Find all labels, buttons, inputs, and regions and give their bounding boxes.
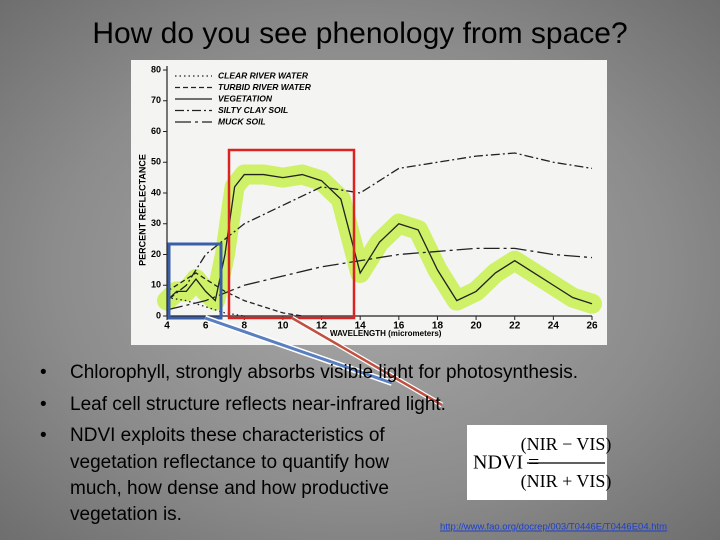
y-tick-label: 20 xyxy=(151,249,161,259)
x-tick-label: 26 xyxy=(586,321,598,332)
x-tick-label: 22 xyxy=(509,321,521,332)
x-tick-label: 12 xyxy=(316,321,328,332)
formula-denominator: (NIR + VIS) xyxy=(521,471,612,492)
y-tick-label: 50 xyxy=(151,157,161,167)
x-tick-label: 6 xyxy=(203,321,209,332)
y-tick-label: 70 xyxy=(151,95,161,105)
x-tick-label: 18 xyxy=(432,321,444,332)
y-tick-label: 30 xyxy=(151,218,161,228)
x-tick-label: 4 xyxy=(164,321,170,332)
bullet: Chlorophyll, strongly absorbs visible li… xyxy=(70,362,578,383)
bullet-line: vegetation is. xyxy=(70,504,182,525)
bullet-dot: • xyxy=(40,394,47,415)
y-tick-label: 0 xyxy=(156,310,161,320)
x-tick-label: 16 xyxy=(393,321,405,332)
legend-label: MUCK SOIL xyxy=(218,116,266,126)
x-axis-label: WAVELENGTH (micrometers) xyxy=(330,329,442,338)
formula-numerator: (NIR − VIS) xyxy=(521,434,612,455)
x-tick-label: 8 xyxy=(241,321,247,332)
series-line xyxy=(166,152,593,302)
bullet-line: much, how dense and how productive xyxy=(70,478,389,499)
y-tick-label: 80 xyxy=(151,64,161,74)
bullet: NDVI exploits these characteristics of xyxy=(70,425,385,446)
bullet-dot: • xyxy=(40,425,47,446)
nir-box xyxy=(227,148,356,320)
bullet-line: vegetation reflectance to quantify how xyxy=(70,452,389,473)
x-tick-label: 10 xyxy=(277,321,289,332)
x-tick-label: 24 xyxy=(548,321,560,332)
y-axis-label: PERCENT REFLECTANCE xyxy=(137,154,147,266)
series-line xyxy=(166,247,593,311)
vis-arrow xyxy=(204,316,393,385)
series-line xyxy=(166,272,303,317)
source-link[interactable]: http://www.fao.org/docrep/003/T0446E/T04… xyxy=(440,522,667,533)
y-tick-label: 10 xyxy=(151,280,161,290)
x-tick-label: 20 xyxy=(471,321,483,332)
slide-title: How do you see phenology from space? xyxy=(92,17,627,50)
x-tick-label: 14 xyxy=(355,321,367,332)
series-line xyxy=(166,173,593,305)
legend-label: CLEAR RIVER WATER xyxy=(218,70,309,80)
y-tick-label: 40 xyxy=(151,187,161,197)
chart: 0 10 20 30 40 50 60 70 80 4 6 8 10 12 14 16 18 20 22 24 26 PE… xyxy=(137,64,602,338)
legend-label: SILTY CLAY SOIL xyxy=(218,105,288,115)
legend-label: TURBID RIVER WATER xyxy=(218,82,312,92)
vis-box xyxy=(167,242,223,320)
formula-lhs: NDVI = xyxy=(473,452,539,474)
legend-label: VEGETATION xyxy=(218,93,273,103)
bullet-dot: • xyxy=(40,362,47,383)
y-tick-label: 60 xyxy=(151,126,161,136)
bullet: Leaf cell structure reflects near-infrar… xyxy=(70,394,446,415)
chart-background xyxy=(131,60,607,345)
nir-arrow xyxy=(291,316,443,407)
